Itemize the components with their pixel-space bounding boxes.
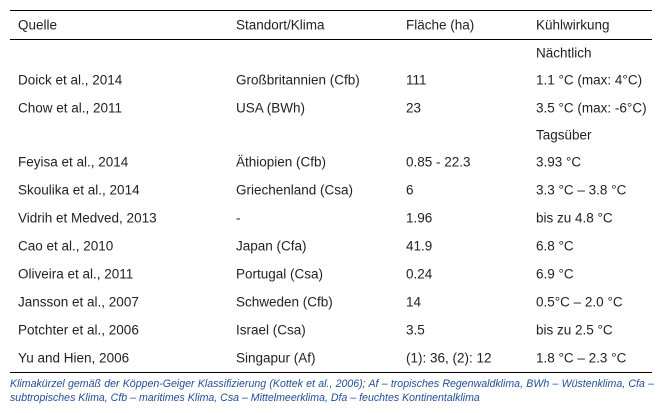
cell-standort: Griechenland (Csa) <box>236 182 354 198</box>
cell-quelle: Chow et al., 2011 <box>18 100 123 116</box>
header-kuehlwirkung: Kühlwirkung <box>536 17 610 33</box>
cell-quelle: Doick et al., 2014 <box>18 72 123 88</box>
table-bottom-rule <box>10 372 652 373</box>
cell-flaeche: 3.5 <box>406 322 425 338</box>
cell-kuehlung: 6.9 °C <box>536 266 574 282</box>
cell-kuehlung: 0.5°C – 2.0 °C <box>536 294 623 310</box>
section-row-tag: Tagsüber <box>10 122 652 148</box>
cell-flaeche: 0.24 <box>406 266 433 282</box>
table-row: Cao et al., 2010 Japan (Cfa) 41.9 6.8 °C <box>10 232 652 260</box>
table-row: Yu and Hien, 2006 Singapur (Af) (1): 36,… <box>10 344 652 372</box>
cell-kuehlung: 3.93 °C <box>536 154 582 170</box>
cell-flaeche: 1.96 <box>406 210 433 226</box>
cell-standort: Portugal (Csa) <box>236 266 324 282</box>
cell-standort: Schweden (Cfb) <box>236 294 333 310</box>
cooling-table: Quelle Standort/Klima Fläche (ha) Kühlwi… <box>10 10 652 373</box>
table-row: Jansson et al., 2007 Schweden (Cfb) 14 0… <box>10 288 652 316</box>
cell-flaeche: (1): 36, (2): 12 <box>406 350 492 366</box>
cell-quelle: Jansson et al., 2007 <box>18 294 139 310</box>
section-row-nacht: Nächtlich <box>10 40 652 66</box>
cell-standort: - <box>236 210 241 226</box>
cell-standort: Israel (Csa) <box>236 322 306 338</box>
cell-kuehlung: bis zu 2.5 °C <box>536 322 613 338</box>
table-header-rule <box>10 39 652 40</box>
section-label-tag: Tagsüber <box>536 127 592 143</box>
cell-standort: Singapur (Af) <box>236 350 316 366</box>
cell-flaeche: 6 <box>406 182 414 198</box>
table-row: Doick et al., 2014 Großbritannien (Cfb) … <box>10 66 652 94</box>
section-label-nacht: Nächtlich <box>536 45 592 61</box>
cell-flaeche: 0.85 - 22.3 <box>406 154 471 170</box>
cell-standort: Großbritannien (Cfb) <box>236 72 360 88</box>
table-row: Oliveira et al., 2011 Portugal (Csa) 0.2… <box>10 260 652 288</box>
cell-flaeche: 41.9 <box>406 238 433 254</box>
cell-quelle: Oliveira et al., 2011 <box>18 266 134 282</box>
cell-kuehlung: 3.5 °C (max: -6°C) <box>536 100 647 116</box>
cell-quelle: Potchter et al., 2006 <box>18 322 139 338</box>
cell-quelle: Cao et al., 2010 <box>18 238 114 254</box>
table-caption: Klimakürzel gemäß der Köppen-Geiger Klas… <box>10 378 654 404</box>
table-row: Skoulika et al., 2014 Griechenland (Csa)… <box>10 176 652 204</box>
cell-standort: Japan (Cfa) <box>236 238 307 254</box>
header-quelle: Quelle <box>18 17 58 33</box>
cell-kuehlung: bis zu 4.8 °C <box>536 210 613 226</box>
header-flaeche: Fläche (ha) <box>406 17 475 33</box>
cell-standort: USA (BWh) <box>236 100 306 116</box>
table-row: Feyisa et al., 2014 Äthiopien (Cfb) 0.85… <box>10 148 652 176</box>
table-top-rule <box>10 10 652 11</box>
cell-kuehlung: 3.3 °C – 3.8 °C <box>536 182 627 198</box>
header-standort: Standort/Klima <box>236 17 325 33</box>
cell-quelle: Vidrih et Medved, 2013 <box>18 210 157 226</box>
cell-kuehlung: 1.1 °C (max: 4°C) <box>536 72 643 88</box>
cell-kuehlung: 1.8 °C – 2.3 °C <box>536 350 627 366</box>
cell-flaeche: 111 <box>406 72 427 88</box>
table-row: Chow et al., 2011 USA (BWh) 23 3.5 °C (m… <box>10 94 652 122</box>
cell-flaeche: 23 <box>406 100 422 116</box>
cell-kuehlung: 6.8 °C <box>536 238 574 254</box>
cell-flaeche: 14 <box>406 294 422 310</box>
table-row: Potchter et al., 2006 Israel (Csa) 3.5 b… <box>10 316 652 344</box>
table-row: Vidrih et Medved, 2013 - 1.96 bis zu 4.8… <box>10 204 652 232</box>
cell-quelle: Skoulika et al., 2014 <box>18 182 140 198</box>
cell-quelle: Yu and Hien, 2006 <box>18 350 130 366</box>
table-header-row: Quelle Standort/Klima Fläche (ha) Kühlwi… <box>10 11 652 39</box>
cell-standort: Äthiopien (Cfb) <box>236 154 327 170</box>
cell-quelle: Feyisa et al., 2014 <box>18 154 129 170</box>
